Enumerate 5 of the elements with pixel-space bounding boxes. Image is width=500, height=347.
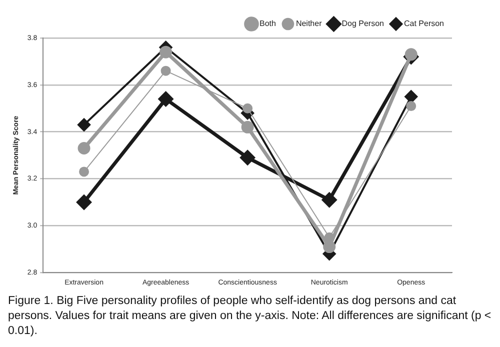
legend-label: Both (259, 19, 276, 28)
legend-label: Dog Person (342, 19, 384, 28)
caption: Figure 1. Big Five personality profiles of people who self-identify as dog persons and cat persons. Values for trait means are given on the y-axis. Note: All differences are significant (p < 0.01). (8, 294, 492, 339)
legend-label: Cat Person (404, 19, 444, 28)
legend-label: Neither (296, 19, 322, 28)
